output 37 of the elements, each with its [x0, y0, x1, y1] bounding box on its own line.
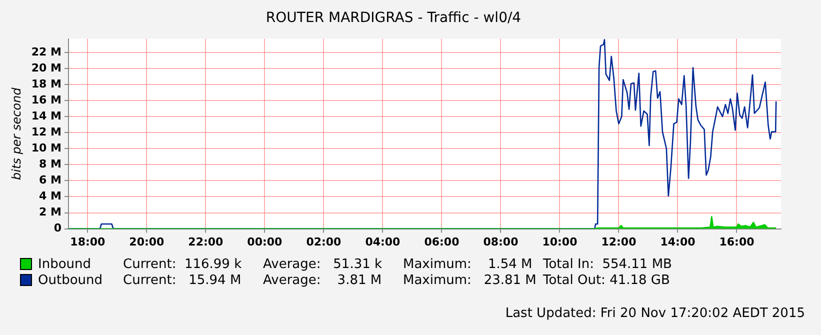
y-tick-label: 6 M	[39, 174, 62, 187]
x-tick-label: 20:00	[129, 235, 165, 248]
x-tick-label: 18:00	[70, 235, 106, 248]
y-tick-label: 12 M	[31, 125, 62, 138]
x-tick-label: 06:00	[424, 235, 460, 248]
text: Average: 3.81 M	[263, 272, 383, 288]
y-axis-title: bits per second	[9, 87, 24, 180]
x-tick-label: 22:00	[188, 235, 224, 248]
x-tick-label: 02:00	[306, 235, 342, 248]
x-tick-label: 12:00	[601, 235, 637, 248]
chart-title: ROUTER MARDIGRAS - Traffic - wl0/4	[266, 10, 522, 26]
y-tick-label: 18 M	[31, 77, 62, 90]
text: Current: 15.94 M	[123, 272, 242, 288]
y-tick-label: 10 M	[31, 141, 62, 154]
y-tick-label: 2 M	[39, 206, 62, 219]
y-tick-label: 20 M	[31, 61, 62, 74]
text: Average: 51.31 k	[263, 256, 384, 272]
y-tick-label: 0	[54, 222, 62, 235]
x-tick-label: 00:00	[247, 235, 283, 248]
y-tick-label: 14 M	[31, 109, 62, 122]
text: Current: 116.99 k	[123, 256, 243, 272]
y-tick-label: 22 M	[31, 45, 62, 58]
text: Total In: 554.11 MB	[543, 256, 673, 272]
x-tick-label: 04:00	[365, 235, 401, 248]
x-tick-label: 16:00	[719, 235, 755, 248]
x-tick-label: 10:00	[542, 235, 578, 248]
text: Maximum: 1.54 M	[403, 256, 534, 272]
legend-label: Inbound	[38, 256, 92, 272]
text: Maximum: 23.81 M	[403, 272, 538, 288]
x-tick-label: 08:00	[483, 235, 519, 248]
y-tick-label: 16 M	[31, 93, 62, 106]
y-tick-label: 4 M	[39, 190, 62, 203]
y-tick-label: 8 M	[39, 158, 62, 171]
text: Total Out: 41.18 GB	[543, 272, 671, 288]
legend-label: Outbound	[38, 272, 104, 288]
text: Last Updated: Fri 20 Nov 17:20:02 AEDT 2015	[505, 306, 805, 321]
x-tick-label: 14:00	[660, 235, 696, 248]
